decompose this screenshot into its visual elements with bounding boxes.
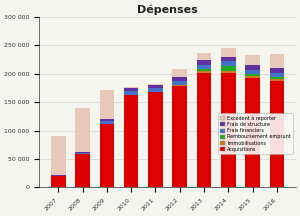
Bar (100, 124, 114, 187)
Bar (221, 57, 236, 61)
Legend: Excédent à reporter, Frais de structure, Frais financiers, Remboursement emprunt: Excédent à reporter, Frais de structure,… (218, 113, 293, 154)
Bar (148, 84, 163, 88)
Bar (221, 66, 236, 71)
Bar (270, 54, 284, 68)
Bar (100, 121, 114, 124)
Bar (221, 71, 236, 73)
Bar (172, 69, 187, 77)
Bar (172, 86, 187, 187)
Bar (245, 78, 260, 187)
Bar (197, 71, 211, 73)
Bar (245, 70, 260, 74)
Bar (197, 60, 211, 65)
Bar (75, 154, 90, 187)
Bar (270, 68, 284, 73)
Bar (245, 55, 260, 65)
Bar (172, 77, 187, 81)
Bar (270, 79, 284, 81)
Bar (221, 61, 236, 66)
Bar (270, 81, 284, 187)
Bar (172, 84, 187, 86)
Bar (75, 108, 90, 152)
Bar (197, 73, 211, 187)
Bar (197, 53, 211, 60)
Bar (51, 176, 65, 187)
Bar (197, 69, 211, 71)
Title: Dépenses: Dépenses (137, 4, 198, 15)
Bar (124, 91, 138, 95)
Bar (51, 175, 65, 176)
Bar (75, 152, 90, 153)
Bar (270, 76, 284, 79)
Bar (245, 74, 260, 76)
Bar (197, 65, 211, 69)
Bar (51, 136, 65, 175)
Bar (245, 76, 260, 78)
Bar (75, 153, 90, 154)
Bar (124, 88, 138, 91)
Bar (221, 48, 236, 57)
Bar (221, 73, 236, 187)
Bar (100, 119, 114, 121)
Bar (100, 90, 114, 119)
Bar (148, 92, 163, 187)
Bar (270, 73, 284, 76)
Bar (172, 81, 187, 84)
Bar (124, 95, 138, 187)
Bar (245, 65, 260, 70)
Bar (148, 88, 163, 92)
Bar (124, 87, 138, 88)
